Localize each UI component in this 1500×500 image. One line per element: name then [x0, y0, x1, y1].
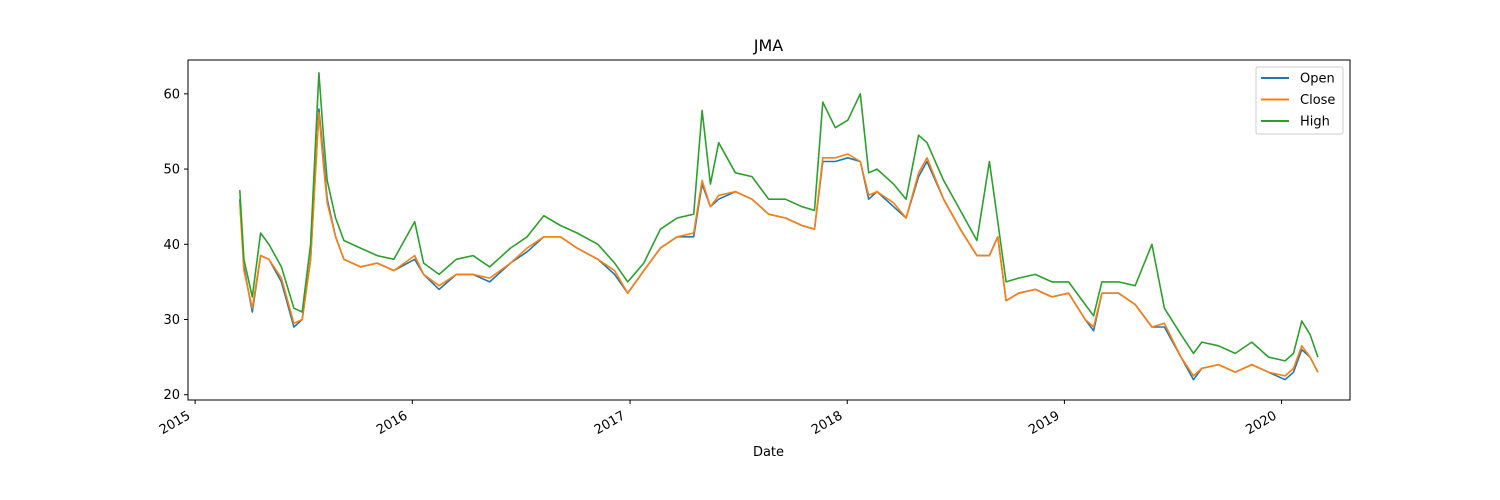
series-lines [239, 72, 1319, 381]
y-axis: 20 30 40 50 60 [163, 87, 188, 403]
x-axis-label: Date [753, 445, 784, 460]
legend: Open Close High [1255, 66, 1344, 135]
y-tick-label: 20 [163, 388, 180, 403]
y-tick-label: 60 [163, 87, 180, 102]
series-line-close [239, 111, 1319, 377]
chart-title: JMA [753, 36, 784, 55]
legend-label-close: Close [1300, 93, 1335, 108]
legend-box [1255, 66, 1344, 135]
y-tick-label: 40 [163, 238, 180, 253]
y-tick-label: 30 [163, 313, 180, 328]
y-tick-label: 50 [163, 163, 180, 178]
plot-frame [187, 59, 1351, 401]
series-line-high [239, 72, 1319, 362]
legend-label-high: High [1300, 115, 1330, 130]
legend-label-open: Open [1300, 72, 1335, 87]
